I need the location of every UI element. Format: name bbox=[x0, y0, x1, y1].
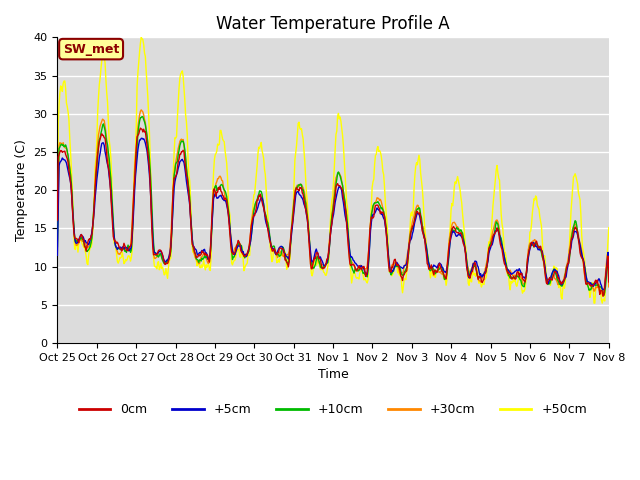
Y-axis label: Temperature (C): Temperature (C) bbox=[15, 139, 28, 241]
Title: Water Temperature Profile A: Water Temperature Profile A bbox=[216, 15, 450, 33]
X-axis label: Time: Time bbox=[317, 368, 349, 381]
Legend: 0cm, +5cm, +10cm, +30cm, +50cm: 0cm, +5cm, +10cm, +30cm, +50cm bbox=[74, 398, 592, 421]
Text: SW_met: SW_met bbox=[63, 43, 119, 56]
